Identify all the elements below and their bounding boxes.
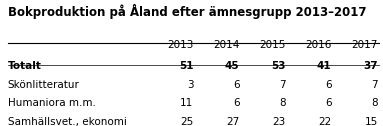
Text: 8: 8 bbox=[371, 98, 378, 108]
Text: 6: 6 bbox=[233, 98, 239, 108]
Text: 22: 22 bbox=[318, 117, 332, 126]
Text: 45: 45 bbox=[225, 61, 239, 71]
Text: 6: 6 bbox=[233, 80, 239, 90]
Text: 15: 15 bbox=[365, 117, 378, 126]
Text: 11: 11 bbox=[180, 98, 193, 108]
Text: 53: 53 bbox=[271, 61, 286, 71]
Text: 6: 6 bbox=[325, 80, 332, 90]
Text: 7: 7 bbox=[279, 80, 286, 90]
Text: Bokproduktion på Åland efter ämnesgrupp 2013–2017: Bokproduktion på Åland efter ämnesgrupp … bbox=[8, 4, 366, 19]
Text: 37: 37 bbox=[363, 61, 378, 71]
Text: 2017: 2017 bbox=[351, 40, 378, 50]
Text: 7: 7 bbox=[371, 80, 378, 90]
Text: 25: 25 bbox=[180, 117, 193, 126]
Text: 23: 23 bbox=[272, 117, 286, 126]
Text: Humaniora m.m.: Humaniora m.m. bbox=[8, 98, 95, 108]
Text: 6: 6 bbox=[325, 98, 332, 108]
Text: 51: 51 bbox=[179, 61, 193, 71]
Text: 27: 27 bbox=[226, 117, 239, 126]
Text: Totalt: Totalt bbox=[8, 61, 41, 71]
Text: Skönlitteratur: Skönlitteratur bbox=[8, 80, 80, 90]
Text: 2013: 2013 bbox=[167, 40, 193, 50]
Text: 8: 8 bbox=[279, 98, 286, 108]
Text: 41: 41 bbox=[317, 61, 332, 71]
Text: 3: 3 bbox=[187, 80, 193, 90]
Text: Samhällsvet., ekonomi: Samhällsvet., ekonomi bbox=[8, 117, 126, 126]
Text: 2015: 2015 bbox=[259, 40, 286, 50]
Text: 2014: 2014 bbox=[213, 40, 239, 50]
Text: 2016: 2016 bbox=[305, 40, 332, 50]
